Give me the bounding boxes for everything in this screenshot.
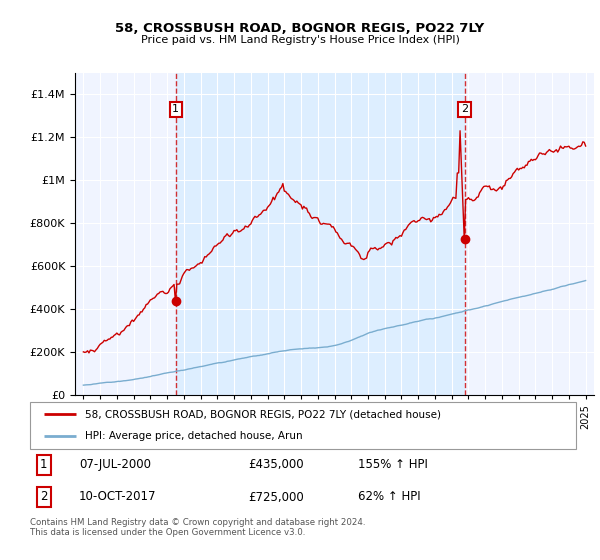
Text: 58, CROSSBUSH ROAD, BOGNOR REGIS, PO22 7LY: 58, CROSSBUSH ROAD, BOGNOR REGIS, PO22 7… — [115, 22, 485, 35]
Text: 1: 1 — [172, 104, 179, 114]
Text: 2: 2 — [40, 491, 47, 503]
Text: 1: 1 — [40, 459, 47, 472]
Text: 2: 2 — [461, 104, 468, 114]
Bar — [176, 73, 464, 395]
Text: Contains HM Land Registry data © Crown copyright and database right 2024.
This d: Contains HM Land Registry data © Crown c… — [30, 518, 365, 538]
Text: 62% ↑ HPI: 62% ↑ HPI — [358, 491, 420, 503]
Text: Price paid vs. HM Land Registry's House Price Index (HPI): Price paid vs. HM Land Registry's House … — [140, 35, 460, 45]
Text: £435,000: £435,000 — [248, 459, 304, 472]
Text: 155% ↑ HPI: 155% ↑ HPI — [358, 459, 427, 472]
FancyBboxPatch shape — [30, 402, 576, 449]
Text: 07-JUL-2000: 07-JUL-2000 — [79, 459, 151, 472]
Text: HPI: Average price, detached house, Arun: HPI: Average price, detached house, Arun — [85, 431, 302, 441]
Text: 10-OCT-2017: 10-OCT-2017 — [79, 491, 157, 503]
Text: 58, CROSSBUSH ROAD, BOGNOR REGIS, PO22 7LY (detached house): 58, CROSSBUSH ROAD, BOGNOR REGIS, PO22 7… — [85, 409, 440, 419]
Text: £725,000: £725,000 — [248, 491, 304, 503]
